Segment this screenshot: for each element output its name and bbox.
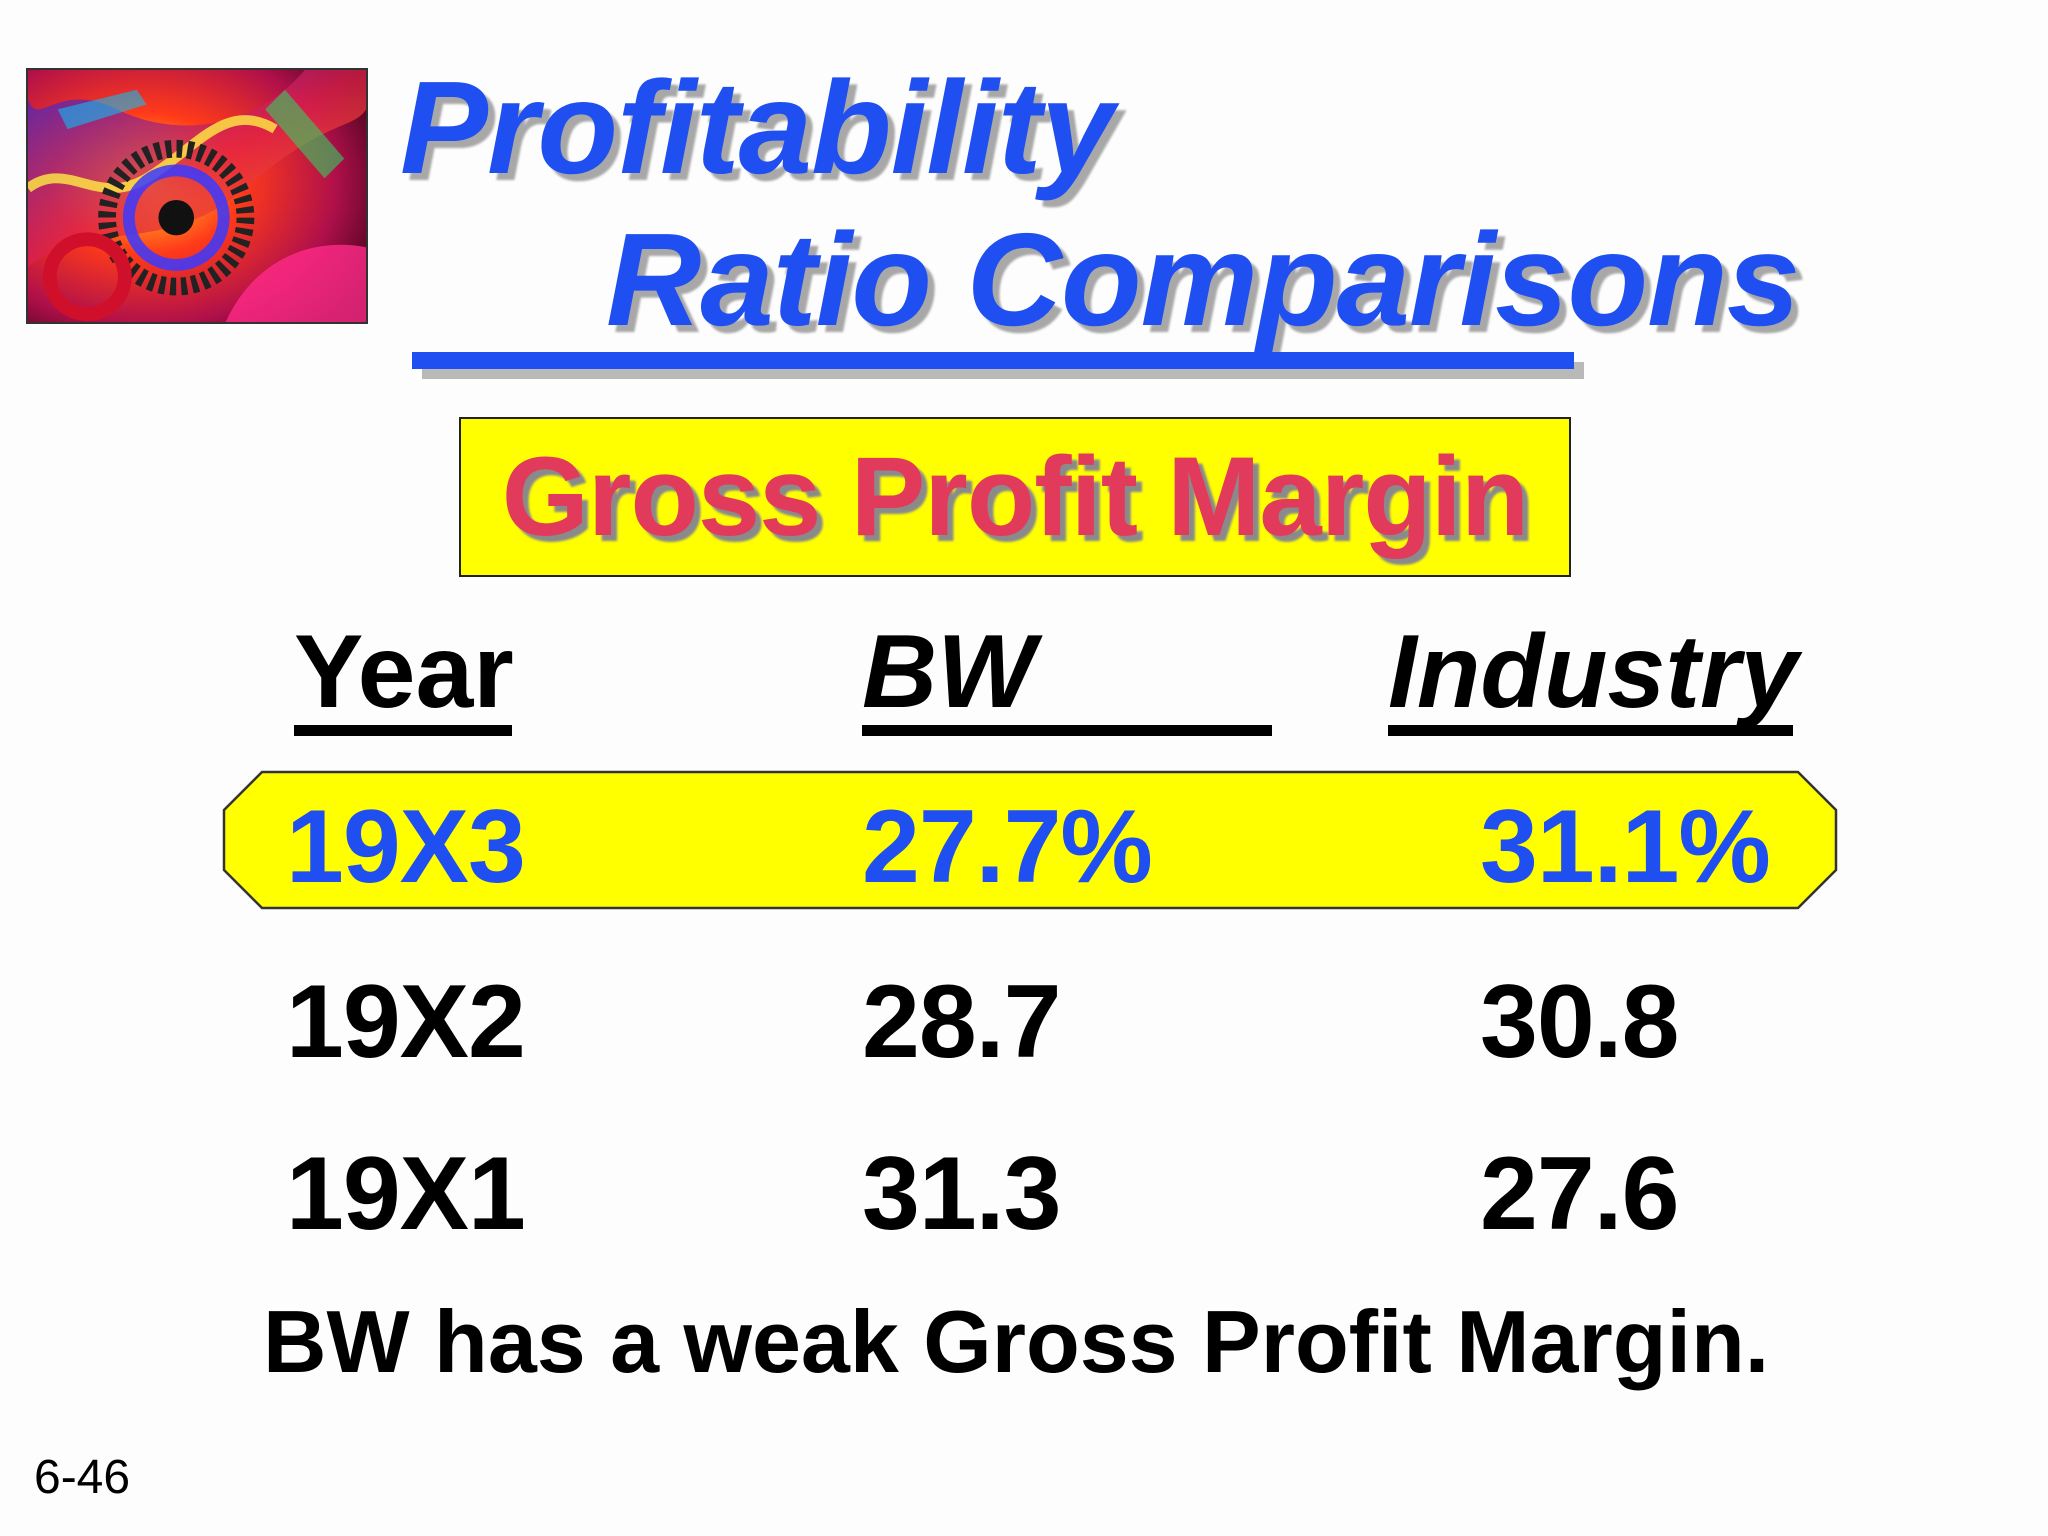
row-bw-value: 28.7 — [862, 964, 1061, 1080]
subtitle: Gross Profit Margin — [501, 434, 1529, 559]
column-header-industry: Industry — [1388, 620, 1798, 736]
row-highlight — [222, 770, 1838, 910]
row-year: 19X2 — [286, 964, 526, 1080]
row-bw-value: 27.7% — [862, 789, 1153, 905]
title-line-1: Profitability — [400, 54, 1114, 201]
slide-number: 6-46 — [34, 1451, 131, 1504]
row-industry-value: 30.8 — [1480, 964, 1679, 1080]
column-header-bw: BW — [862, 620, 1272, 736]
subtitle-box: Gross Profit Margin — [459, 417, 1571, 577]
abstract-gears-image — [26, 68, 368, 324]
title-underline — [412, 352, 1574, 369]
row-bw-value: 31.3 — [862, 1136, 1061, 1252]
row-industry-value: 31.1% — [1480, 789, 1771, 905]
column-header-year: Year — [294, 620, 514, 736]
conclusion-text: BW has a weak Gross Profit Margin. — [263, 1292, 1770, 1391]
row-industry-value: 27.6 — [1480, 1136, 1679, 1252]
row-year: 19X1 — [286, 1136, 526, 1252]
title-line-2: Ratio Comparisons — [606, 206, 1800, 353]
row-year: 19X3 — [286, 789, 526, 905]
